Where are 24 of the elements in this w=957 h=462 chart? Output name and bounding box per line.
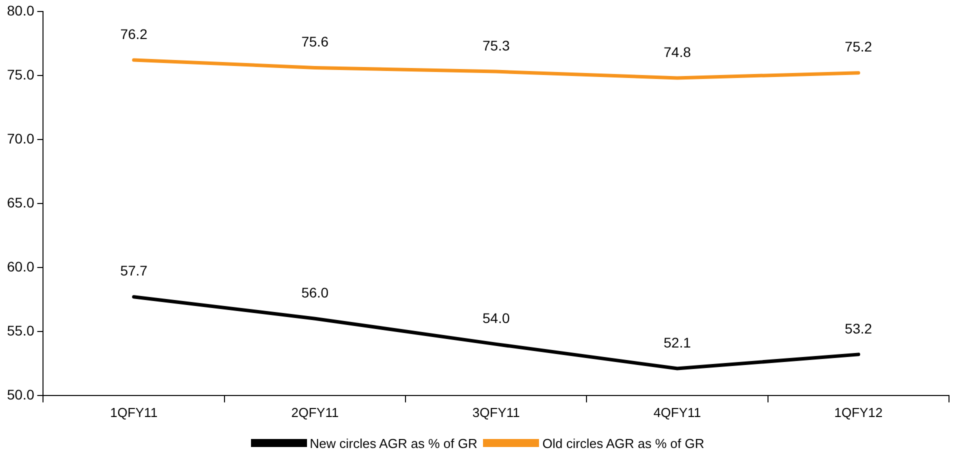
data-label: 74.8 [664,44,692,60]
x-tick-label: 1QFY12 [834,404,883,420]
y-tick-label: 60.0 [7,258,34,274]
x-tick-label: 1QFY11 [110,404,158,420]
y-tick-label: 65.0 [7,194,34,210]
x-tick-label: 4QFY11 [654,404,701,420]
x-tick-label: 3QFY11 [472,404,520,420]
data-label: 75.3 [482,37,510,54]
legend-label: Old circles AGR as % of GR [542,436,704,450]
data-label: 54.0 [482,310,510,326]
data-label: 76.2 [120,26,148,42]
data-label: 52.1 [664,334,692,350]
y-tick-label: 70.0 [7,130,34,146]
y-tick-label: 50.0 [7,386,34,402]
x-tick-label: 2QFY11 [291,404,339,420]
data-label: 75.2 [844,38,872,55]
legend-label: New circles AGR as % of GR [310,436,478,450]
data-label: 75.6 [301,34,329,50]
data-label: 53.2 [844,320,872,336]
y-tick-label: 75.0 [7,66,34,82]
y-tick-label: 80.0 [7,2,34,18]
data-label: 57.7 [120,262,148,279]
y-tick-label: 55.0 [7,322,34,338]
data-label: 56.0 [301,284,329,300]
